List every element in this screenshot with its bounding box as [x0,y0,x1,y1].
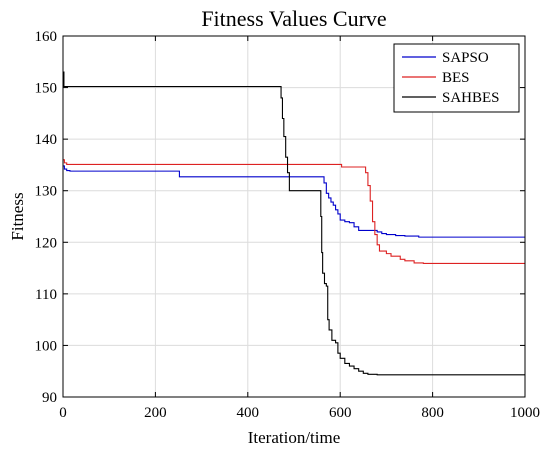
series-line-bes [63,159,525,264]
y-tick-label: 140 [35,132,58,148]
chart-title: Fitness Values Curve [201,6,386,31]
y-tick-label: 90 [42,390,57,406]
x-tick-label: 400 [237,405,260,421]
y-tick-label: 150 [35,81,58,97]
series-line-sapso [63,165,525,238]
legend-label-sapso: SAPSO [442,50,489,66]
x-tick-label: 1000 [510,405,540,421]
legend-label-bes: BES [442,70,470,86]
y-tick-label: 110 [35,287,57,303]
y-axis-label: Fitness [8,192,27,240]
legend-box [393,43,520,113]
x-tick-label: 600 [329,405,352,421]
y-tick-label: 100 [35,338,58,354]
series-line-sahbes [63,71,525,376]
y-tick-label: 120 [35,235,58,251]
legend: SAPSO BES SAHBES [393,43,520,113]
x-axis-label: Iteration/time [248,428,341,447]
axis-ticks: 0 200 400 600 800 1000 90 100 110 120 130 140 150 160 [35,29,541,421]
x-tick-label: 0 [59,405,67,421]
x-tick-label: 200 [144,405,167,421]
plot-frame [62,35,526,398]
series-lines [63,71,525,376]
y-tick-label: 160 [35,29,58,45]
x-tick-label: 800 [421,405,444,421]
y-tick-label: 130 [35,184,58,200]
legend-label-sahbes: SAHBES [442,90,500,106]
